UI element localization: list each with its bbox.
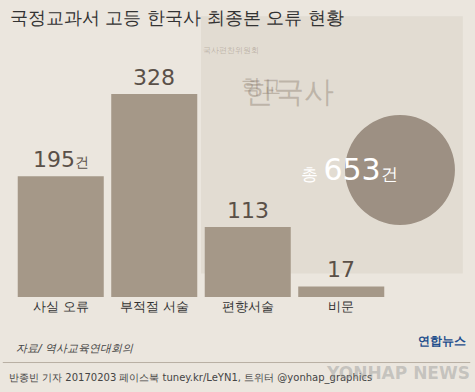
svg-text:반종빈 기자 20170203 페이스북 tuney.kr/: 반종빈 기자 20170203 페이스북 tuney.kr/LeYN1, 트위터… (9, 372, 372, 384)
svg-text:편향서술: 편향서술 (222, 299, 274, 314)
svg-text:YONHAP NEWS: YONHAP NEWS (326, 363, 470, 383)
svg-text:17: 17 (327, 257, 355, 282)
svg-text:한국사: 한국사 (244, 74, 334, 109)
svg-text:부적절 서술: 부적절 서술 (120, 299, 189, 314)
svg-text:총 653건: 총 653건 (301, 152, 398, 187)
svg-text:비문: 비문 (328, 299, 354, 314)
svg-text:사실 오류: 사실 오류 (33, 299, 89, 314)
svg-text:195건: 195건 (33, 147, 89, 172)
svg-text:113: 113 (227, 198, 269, 223)
svg-text:연합뉴스: 연합뉴스 (418, 334, 466, 348)
svg-text:328: 328 (133, 65, 175, 90)
svg-text:국정교과서 고등 한국사 최종본 오류 현황: 국정교과서 고등 한국사 최종본 오류 현황 (10, 7, 345, 28)
svg-text:국사편찬위원회: 국사편찬위원회 (203, 46, 259, 55)
svg-text:자료/ 역사교육연대회의: 자료/ 역사교육연대회의 (16, 342, 134, 355)
svg-text:학교: 학교 (241, 74, 281, 98)
